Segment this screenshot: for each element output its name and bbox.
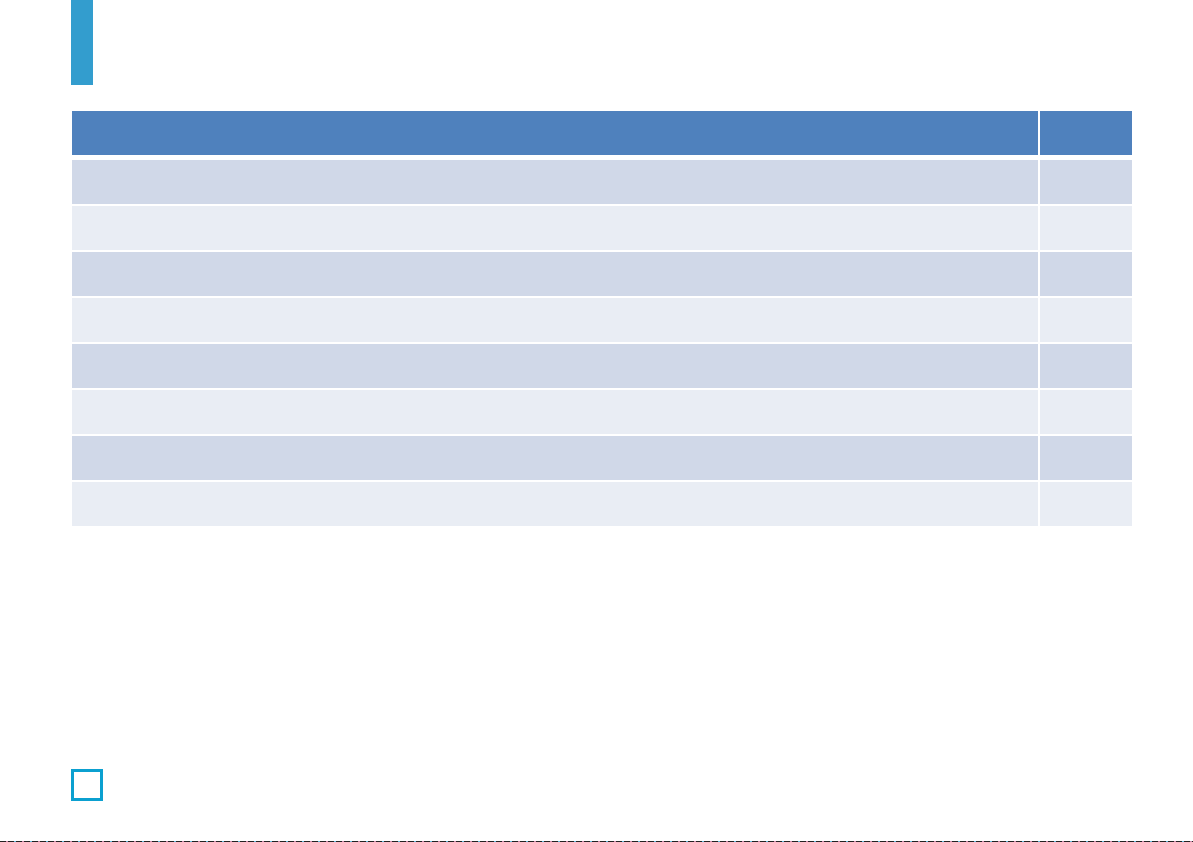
table-row xyxy=(72,390,1132,434)
table-row xyxy=(72,206,1132,250)
table-row xyxy=(72,482,1132,526)
table-cell xyxy=(72,482,1038,526)
table-cell xyxy=(72,206,1038,250)
table-cell xyxy=(72,390,1038,434)
table-row xyxy=(72,298,1132,342)
table-cell xyxy=(1040,160,1132,204)
table-cell xyxy=(72,298,1038,342)
table-row xyxy=(72,252,1132,296)
header-cell xyxy=(1038,111,1130,155)
table-cell xyxy=(1040,206,1132,250)
table-row xyxy=(72,344,1132,388)
page-number-box xyxy=(71,769,103,801)
table-cell xyxy=(72,252,1038,296)
table xyxy=(72,111,1132,528)
table-cell xyxy=(1040,482,1132,526)
table-row xyxy=(72,160,1132,204)
header-cell xyxy=(72,111,1038,155)
table-cell xyxy=(1040,298,1132,342)
table-cell xyxy=(72,436,1038,480)
table-cell xyxy=(1040,436,1132,480)
table-header-row xyxy=(72,111,1132,155)
table-cell xyxy=(72,160,1038,204)
table-cell xyxy=(72,344,1038,388)
table-cell xyxy=(1040,252,1132,296)
title-accent-bar xyxy=(71,0,93,85)
table-row xyxy=(72,436,1132,480)
table-cell xyxy=(1040,344,1132,388)
table-cell xyxy=(1040,390,1132,434)
